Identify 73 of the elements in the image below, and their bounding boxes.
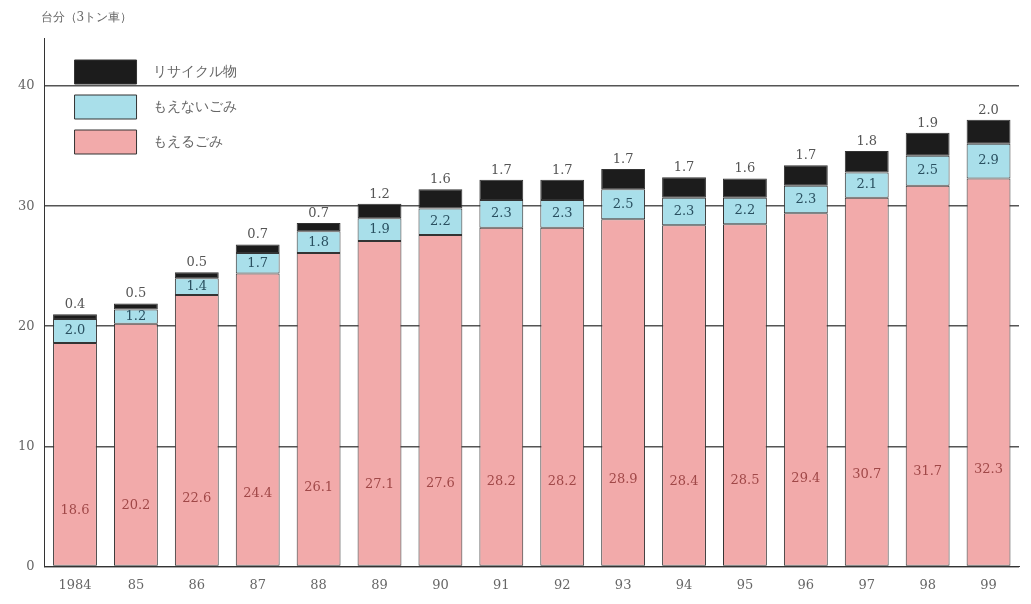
data-label: 28.4 xyxy=(669,472,699,488)
x-tick-label: 96 xyxy=(797,576,815,592)
data-label: 2.2 xyxy=(734,202,756,218)
data-label: 1.7 xyxy=(612,150,634,166)
x-tick-label: 94 xyxy=(675,576,693,592)
x-tick-label: 98 xyxy=(919,576,936,592)
data-label: 28.2 xyxy=(486,473,516,489)
x-tick-label: 86 xyxy=(188,576,206,592)
x-tick-label: 95 xyxy=(736,576,754,592)
data-label: 2.9 xyxy=(978,152,999,168)
data-label: 1.7 xyxy=(247,254,269,270)
y-axis-title: 台分（3トン車） xyxy=(40,10,133,25)
data-label: 1.6 xyxy=(430,171,451,187)
data-label: 18.6 xyxy=(60,501,90,517)
data-label: 2.5 xyxy=(917,162,938,178)
x-tick-label: 90 xyxy=(432,576,449,592)
data-label: 24.4 xyxy=(243,484,273,500)
data-label: 32.3 xyxy=(974,460,1004,476)
data-label: 31.7 xyxy=(913,462,943,478)
data-label: 1.4 xyxy=(186,277,208,293)
data-label: 1.7 xyxy=(490,161,512,177)
data-label: 2.3 xyxy=(673,202,695,218)
x-tick-label: 88 xyxy=(310,576,327,592)
data-label: 1.6 xyxy=(734,160,756,176)
data-label: 1.8 xyxy=(856,132,878,148)
legend-label: もえるごみ xyxy=(152,132,223,149)
y-tick-label: 0 xyxy=(26,557,35,573)
data-label: 27.1 xyxy=(365,476,394,492)
data-label: 28.2 xyxy=(547,473,577,489)
data-label: 2.1 xyxy=(856,176,878,192)
data-label: 1.2 xyxy=(369,185,390,201)
data-label: 28.9 xyxy=(608,471,638,487)
data-label: 2.3 xyxy=(490,205,512,221)
data-label: 1.7 xyxy=(551,161,573,177)
x-tick-label: 91 xyxy=(493,576,510,592)
y-tick-label: 20 xyxy=(18,317,35,333)
x-tick-label: 97 xyxy=(858,576,876,592)
data-label: 0.4 xyxy=(64,296,86,312)
data-label: 1.7 xyxy=(673,159,695,175)
data-label: 30.7 xyxy=(852,465,882,481)
data-label: 0.5 xyxy=(125,285,147,301)
data-label: 1.8 xyxy=(308,233,329,249)
data-label: 1.9 xyxy=(369,220,390,236)
x-tick-label: 92 xyxy=(553,576,571,592)
y-tick-label: 10 xyxy=(18,437,35,453)
x-tick-label: 93 xyxy=(614,576,632,592)
data-label: 28.5 xyxy=(730,472,760,488)
y-tick-label: 30 xyxy=(18,197,35,213)
data-label: 2.3 xyxy=(795,190,817,206)
data-label: 1.9 xyxy=(917,114,938,130)
data-label: 1.7 xyxy=(795,147,817,163)
data-label: 22.6 xyxy=(182,489,212,505)
data-label: 2.3 xyxy=(551,205,573,221)
data-label: 0.7 xyxy=(247,226,269,242)
data-label: 1.2 xyxy=(125,307,147,323)
legend-label: リサイクル物 xyxy=(152,62,237,79)
data-label: 0.5 xyxy=(186,254,208,270)
y-tick-label: 40 xyxy=(18,77,35,93)
legend-label: もえないごみ xyxy=(152,97,237,114)
x-tick-label: 89 xyxy=(371,576,388,592)
data-label: 2.2 xyxy=(430,213,451,229)
x-tick-label: 1984 xyxy=(58,576,92,592)
x-tick-label: 99 xyxy=(980,576,997,592)
data-label: 26.1 xyxy=(304,479,334,495)
data-label: 29.4 xyxy=(791,469,821,485)
data-label: 0.7 xyxy=(308,204,329,220)
data-label: 27.6 xyxy=(425,474,455,490)
x-tick-label: 85 xyxy=(127,576,145,592)
x-tick-label: 87 xyxy=(249,576,266,592)
data-label: 2.5 xyxy=(612,195,634,211)
data-label: 20.2 xyxy=(121,497,151,513)
data-label: 2.0 xyxy=(978,101,999,117)
data-label: 2.0 xyxy=(64,322,86,338)
